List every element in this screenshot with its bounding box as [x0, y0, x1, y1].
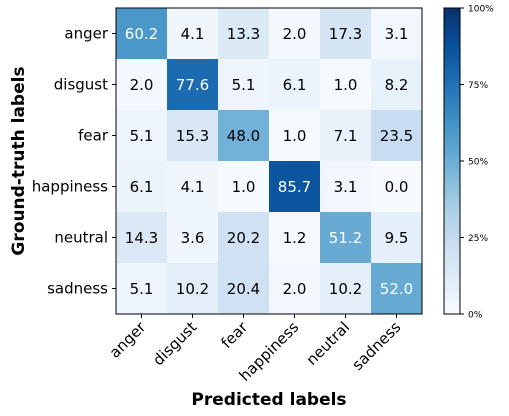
heatmap-cell	[218, 212, 270, 264]
heatmap-cell	[218, 263, 270, 315]
heatmap-cell	[167, 161, 219, 213]
cell-value-label: 1.0	[334, 76, 358, 94]
heatmap-cell	[269, 263, 321, 315]
heatmap-cell	[218, 161, 270, 213]
cell-value-label: 6.1	[283, 76, 307, 94]
heatmap-cell	[167, 110, 219, 162]
cell-value-label: 13.3	[227, 25, 260, 43]
x-tick-label: disgust	[149, 318, 200, 369]
cell-value-label: 4.1	[181, 25, 205, 43]
cell-value-label: 60.2	[125, 25, 158, 43]
cell-value-label: 9.5	[385, 229, 409, 247]
heatmap-cell	[269, 212, 321, 264]
heatmap-cell	[116, 59, 168, 111]
cell-value-label: 5.1	[130, 127, 154, 145]
heatmap-cell	[320, 110, 372, 162]
heatmap-cell	[371, 110, 423, 162]
heatmap-cell	[116, 263, 168, 315]
heatmap-cell	[116, 212, 168, 264]
cell-value-label: 52.0	[380, 280, 413, 298]
heatmap-cell	[269, 110, 321, 162]
y-tick-label: neutral	[54, 229, 108, 247]
x-tick-label: sadness	[349, 318, 405, 374]
x-tick-label: neutral	[303, 318, 354, 369]
y-tick-label: fear	[78, 127, 109, 145]
cell-value-label: 10.2	[329, 280, 362, 298]
cell-value-label: 17.3	[329, 25, 362, 43]
colorbar-tick-label: 50%	[468, 158, 488, 168]
cell-value-label: 20.4	[227, 280, 260, 298]
colorbar-tick-label: 100%	[468, 5, 494, 15]
cell-value-label: 7.1	[334, 127, 358, 145]
colorbar-tick-label: 75%	[468, 81, 488, 91]
x-tick-label: anger	[106, 318, 150, 362]
plot-frame	[115, 7, 423, 315]
colorbar	[443, 7, 461, 315]
cell-value-label: 85.7	[278, 178, 311, 196]
y-tick-label: disgust	[54, 76, 108, 94]
y-axis-ticks: anger disgust fear happiness neutral sadness	[32, 25, 116, 298]
heatmap-cell	[116, 8, 168, 60]
cell-value-label: 3.1	[385, 25, 409, 43]
cell-value-label: 51.2	[329, 229, 362, 247]
y-tick-label: sadness	[47, 280, 108, 298]
heatmap-cell	[116, 161, 168, 213]
cell-value-label: 8.2	[385, 76, 409, 94]
heatmap-cell	[320, 59, 372, 111]
x-tick-label: fear	[217, 318, 251, 352]
cell-value-label: 1.0	[283, 127, 307, 145]
cell-value-label: 77.6	[176, 76, 209, 94]
y-tick-label: anger	[64, 25, 108, 43]
cell-value-label: 2.0	[283, 280, 307, 298]
heatmap-cell	[116, 110, 168, 162]
cell-value-label: 4.1	[181, 178, 205, 196]
cell-value-label: 10.2	[176, 280, 209, 298]
colorbar-tick-label: 25%	[468, 234, 488, 244]
heatmap-cell	[371, 8, 423, 60]
cell-value-label: 0.0	[385, 178, 409, 196]
x-axis-title: Predicted labels	[191, 390, 346, 410]
heatmap-cell	[320, 263, 372, 315]
cell-value-label: 3.6	[181, 229, 205, 247]
cell-value-label: 2.0	[130, 76, 154, 94]
heatmap-cell	[167, 212, 219, 264]
colorbar-ticks: 0% 25% 50% 75% 100%	[460, 5, 494, 321]
heatmap-cell	[371, 59, 423, 111]
cell-value-label: 23.5	[380, 127, 413, 145]
cell-value-label: 6.1	[130, 178, 154, 196]
colorbar-tick-label: 0%	[468, 311, 483, 321]
heatmap-cell	[320, 161, 372, 213]
heatmap-cell	[371, 161, 423, 213]
heatmap-cell	[167, 263, 219, 315]
heatmap-cell	[218, 59, 270, 111]
cell-value-label: 20.2	[227, 229, 260, 247]
heatmap-cell	[218, 110, 270, 162]
heatmap-cell	[167, 59, 219, 111]
cell-value-label: 15.3	[176, 127, 209, 145]
heatmap-cell	[320, 212, 372, 264]
heatmap-cell	[269, 161, 321, 213]
y-tick-label: happiness	[32, 178, 108, 196]
heatmap-cell	[371, 263, 423, 315]
heatmap-cell	[269, 59, 321, 111]
colorbar-gradient	[443, 7, 461, 315]
cell-value-label: 5.1	[232, 76, 256, 94]
heatmap-cell	[371, 212, 423, 264]
y-axis-title: Ground-truth labels	[9, 66, 29, 255]
cell-value-label: 3.1	[334, 178, 358, 196]
heatmap-cell	[218, 8, 270, 60]
heatmap-cell	[269, 8, 321, 60]
heatmap-cell	[167, 8, 219, 60]
heatmap-cell	[320, 8, 372, 60]
cell-value-label: 2.0	[283, 25, 307, 43]
cell-value-label: 1.0	[232, 178, 256, 196]
cell-value-label: 5.1	[130, 280, 154, 298]
cell-value-label: 48.0	[227, 127, 260, 145]
heatmap-cells: 60.2 4.1 13.3 2.0 17.3 3.1 2.0 77.6 5.1 6.1 1.0 8.2…	[116, 8, 423, 315]
cell-value-label: 1.2	[283, 229, 307, 247]
cell-value-label: 14.3	[125, 229, 158, 247]
